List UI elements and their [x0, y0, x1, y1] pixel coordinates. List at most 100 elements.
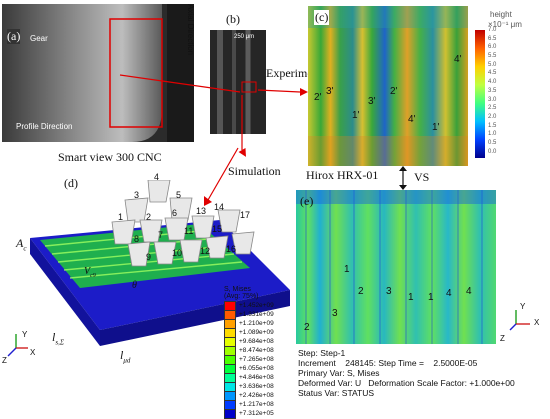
panel-a-letter: (a)	[7, 29, 21, 44]
block-number: 10	[172, 248, 183, 258]
contour-label: 1	[344, 264, 350, 275]
caption-smart-view: Smart view 300 CNC	[58, 150, 162, 164]
colorbar-tick: 6.0	[488, 44, 497, 51]
legend-value: +1.210e+09	[239, 320, 274, 327]
label-a-c: Ac	[16, 236, 27, 253]
vs-arrow	[399, 166, 407, 190]
contour-label: 2	[304, 322, 310, 333]
contour-label: 4	[466, 286, 472, 297]
height-label-1: 2'	[314, 92, 322, 103]
roi-box	[109, 18, 163, 128]
colorbar-tick: 5.5	[488, 53, 497, 60]
colorbar-tick: 1.5	[488, 122, 497, 129]
colorbar-tick: 7.0	[488, 27, 497, 33]
legend-row: +7.312e+05	[224, 408, 302, 419]
label-theta: θ	[132, 280, 137, 291]
axis-z-label-d: Z	[2, 356, 7, 365]
label-ls: ls,Σ	[52, 330, 64, 347]
height-map: (c) 2' 3' 3' 2' 4' 1' 4' 1'	[308, 6, 468, 166]
microscope-image: 250 μm	[210, 30, 266, 134]
step-info: Step: Step-1 Increment 248145: Step Time…	[298, 348, 515, 398]
colorbar-tick: 5.0	[488, 61, 497, 68]
colorbar-tick: 4.0	[488, 79, 497, 86]
block-number: 16	[226, 244, 237, 254]
height-label-3: 3'	[368, 96, 376, 107]
axis-y-label-d: Y	[22, 330, 28, 339]
axis-z-label-e: Z	[500, 334, 505, 343]
axial-direction-label: Axial Direction	[186, 4, 195, 56]
experiment-label: Experiment	[266, 66, 322, 80]
axis-y-label-e: Y	[520, 302, 526, 311]
gear-label: Gear	[30, 34, 48, 43]
block-number: 6	[172, 208, 178, 218]
roi-box-small	[241, 81, 257, 93]
legend-value: +1.331e+09	[239, 311, 274, 318]
block-number: 7	[158, 230, 164, 240]
simulation-contour: (e) 1 2 3 2 3 1 1 4 4	[296, 190, 496, 344]
contour-label: 2	[358, 286, 364, 297]
height-label-6: 1'	[352, 110, 360, 121]
block-number: 3	[134, 190, 140, 200]
legend-value: +9.684e+08	[239, 338, 274, 345]
legend-value: +4.846e+08	[239, 374, 274, 381]
label-lmd: lμd	[120, 348, 131, 365]
legend-value: +6.055e+08	[239, 365, 274, 372]
block-number: 4	[154, 172, 160, 182]
height-label-4: 2'	[390, 86, 398, 97]
mises-legend: S, Mises (Avg: 75%) +1.452e+09 +1.331e+0…	[224, 286, 302, 419]
block-number: 14	[214, 202, 225, 212]
block-number: 5	[176, 190, 182, 200]
legend-value: +3.636e+08	[239, 383, 274, 390]
colorbar-tick: 4.5	[488, 70, 497, 77]
block-number: 11	[184, 226, 194, 236]
colorbar-tick: 0.0	[488, 148, 497, 155]
block-number: 13	[196, 206, 207, 216]
profile-direction-label: Profile Direction	[16, 122, 73, 131]
height-label-5: 4'	[454, 54, 462, 65]
legend-value: +7.265e+08	[239, 356, 274, 363]
colorbar-tick: 3.0	[488, 96, 497, 103]
block-number: 9	[146, 252, 152, 262]
height-colorbar	[475, 30, 485, 158]
height-label-8: 1'	[432, 122, 440, 133]
simulation-label: Simulation	[228, 164, 281, 178]
axis-x-label-e: X	[534, 318, 540, 327]
contour-label: 1	[408, 292, 414, 303]
contour-label: 4	[446, 288, 452, 299]
block-number: 8	[134, 234, 140, 244]
contour-label: 3	[332, 308, 338, 319]
contour-label: 1	[428, 292, 434, 303]
colorbar-tick: 6.5	[488, 35, 497, 42]
legend-swatch	[224, 408, 236, 419]
vs-label: VS	[414, 170, 430, 184]
label-v-c9: Vc9	[84, 266, 96, 279]
height-label-2: 3'	[326, 86, 334, 97]
scale-bar-label: 250 μm	[234, 34, 255, 40]
panel-d-letter: (d)	[64, 176, 78, 190]
legend-value: +8.474e+08	[239, 347, 274, 354]
colorbar-tick: 2.5	[488, 105, 497, 112]
height-label-7: 4'	[408, 114, 416, 125]
block-number: 12	[200, 246, 211, 256]
axis-triad-e	[509, 310, 530, 331]
panel-b-letter: (b)	[226, 12, 240, 26]
instrument-label: Hirox HRX-01	[306, 168, 379, 182]
colorbar-tick: 3.5	[488, 87, 497, 94]
block-number: 1	[118, 212, 124, 222]
legend-value: +2.426e+08	[239, 392, 274, 399]
legend-value: +1.089e+09	[239, 329, 274, 336]
colorbar-title: height	[490, 10, 512, 19]
block-number: 2	[146, 212, 152, 222]
colorbar-tick: 2.0	[488, 113, 497, 120]
gear-photo: (a) Gear Profile Direction	[2, 4, 194, 142]
legend-title: S, Mises	[224, 286, 251, 293]
legend-value: +1.217e+08	[239, 401, 274, 408]
colorbar-tick: 1.0	[488, 131, 497, 138]
axis-x-label-d: X	[30, 348, 36, 357]
block-number: 15	[212, 224, 223, 234]
contour-label: 3	[386, 286, 392, 297]
panel-e-letter: (e)	[300, 194, 314, 208]
colorbar-tick: 0.5	[488, 139, 497, 146]
panel-c-letter: (c)	[314, 10, 330, 25]
colorbar-ticks: 7.0 6.5 6.0 5.5 5.0 4.5 4.0 3.5 3.0 2.5 …	[488, 27, 508, 157]
